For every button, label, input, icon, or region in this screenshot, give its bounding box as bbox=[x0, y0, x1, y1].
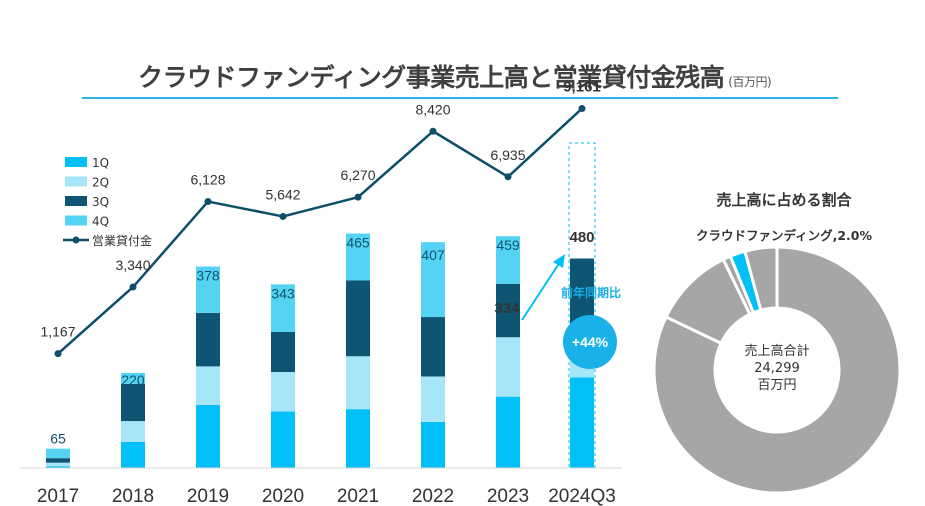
loan-value-label: 8,420 bbox=[415, 101, 450, 117]
yoy-annotation: 334 前年同期比 +44% bbox=[494, 254, 621, 369]
bar-2017-3Q bbox=[46, 458, 70, 463]
bar-total-label: 459 bbox=[496, 237, 520, 253]
loan-point bbox=[578, 105, 586, 113]
legend: 1Q 2Q 3Q 4Q 営業貸付金 bbox=[63, 156, 152, 248]
loan-line-layer bbox=[54, 105, 586, 358]
loan-point bbox=[504, 173, 512, 181]
loan-line bbox=[57, 107, 583, 355]
bar-2022-4Q bbox=[421, 242, 445, 318]
loan-point bbox=[54, 350, 62, 358]
bar-total-label: 465 bbox=[346, 235, 370, 251]
bar-2018-2Q bbox=[121, 421, 145, 442]
legend-swatch-1Q bbox=[65, 157, 87, 167]
yoy-badge bbox=[563, 315, 617, 369]
legend-label: 2Q bbox=[92, 176, 109, 190]
title-unit: (百万円) bbox=[728, 75, 772, 89]
bar-total-label: 343 bbox=[271, 285, 295, 301]
legend-swatch-3Q bbox=[65, 196, 87, 206]
title-underline bbox=[82, 97, 838, 99]
bar-2022-2Q bbox=[421, 376, 445, 422]
donut-slice-other bbox=[652, 245, 902, 495]
bar-2017-1Q bbox=[46, 466, 70, 468]
bar-2023-1Q bbox=[496, 396, 520, 468]
bar-2018-1Q bbox=[121, 441, 145, 468]
bar-2018-4Q bbox=[121, 372, 145, 384]
bar-2020-3Q bbox=[271, 331, 295, 373]
yoy-arrow-head bbox=[553, 254, 565, 268]
donut-center-label: 売上高合計 bbox=[744, 343, 809, 359]
bar-2019-1Q bbox=[196, 405, 220, 468]
loan-value-label: 9,161 bbox=[563, 79, 601, 96]
x-tick-label: 2019 bbox=[187, 486, 229, 506]
legend-label: 営業貸付金 bbox=[92, 233, 152, 248]
bar-2021-3Q bbox=[346, 280, 370, 357]
bar-2019-3Q bbox=[196, 312, 220, 367]
legend-swatch-4Q bbox=[65, 215, 87, 226]
bar-2021-1Q bbox=[346, 409, 370, 468]
yoy-label: 前年同期比 bbox=[561, 285, 621, 300]
bars-layer bbox=[46, 142, 596, 469]
x-tick-label: 2024Q3 bbox=[548, 486, 616, 506]
loan-point bbox=[354, 193, 362, 201]
bar-2023-3Q bbox=[496, 283, 520, 338]
loan-value-label: 6,270 bbox=[340, 167, 375, 183]
loan-point bbox=[429, 127, 437, 135]
legend-label: 4Q bbox=[92, 215, 109, 229]
bar-total-label: 480 bbox=[569, 229, 594, 246]
x-tick-label: 2020 bbox=[262, 486, 304, 506]
bar-2022-3Q bbox=[421, 317, 445, 377]
title-text: クラウドファンディング事業売上高と営業貸付金残高 bbox=[138, 63, 725, 92]
labels-layer: 2017 2018 2019 2020 2021 2022 2023 2024Q3 65 220 3… bbox=[37, 79, 616, 506]
yoy-badge-text: +44% bbox=[572, 334, 609, 350]
x-tick-label: 2022 bbox=[412, 486, 454, 506]
bar-2022-1Q bbox=[421, 421, 445, 468]
loan-value-label: 5,642 bbox=[265, 186, 300, 202]
bar-2019-2Q bbox=[196, 366, 220, 406]
bar-2020-2Q bbox=[271, 372, 295, 412]
loan-point bbox=[129, 283, 137, 291]
donut-center-label: 百万円 bbox=[757, 378, 796, 393]
prev-year-label: 334 bbox=[494, 300, 520, 317]
donut-title: 売上高に占める割合 bbox=[716, 191, 852, 209]
chart-title: クラウドファンディング事業売上高と営業貸付金残高 (百万円) bbox=[138, 58, 772, 94]
legend-label: 3Q bbox=[92, 195, 109, 209]
loan-value-label: 6,935 bbox=[490, 147, 525, 163]
legend-line-marker bbox=[72, 236, 80, 244]
x-tick-label: 2018 bbox=[112, 486, 154, 506]
x-tick-label: 2021 bbox=[337, 486, 379, 506]
bar-2023-4Q bbox=[496, 236, 520, 284]
bar-2017-4Q bbox=[46, 448, 70, 459]
bar-2019-4Q bbox=[196, 266, 220, 313]
bar-2021-2Q bbox=[346, 356, 370, 410]
bar-2020-4Q bbox=[271, 284, 295, 332]
bar-2020-1Q bbox=[271, 411, 295, 468]
bar-2018-3Q bbox=[121, 383, 145, 422]
loan-value-label: 3,340 bbox=[115, 257, 150, 273]
bar-total-label: 378 bbox=[196, 268, 220, 284]
loan-point bbox=[279, 212, 287, 220]
legend-swatch-2Q bbox=[65, 176, 87, 187]
bar-2017-2Q bbox=[46, 462, 70, 467]
x-tick-label: 2023 bbox=[487, 486, 529, 506]
bar-2023-2Q bbox=[496, 337, 520, 397]
bar-total-label: 220 bbox=[121, 372, 145, 388]
donut-slice-other bbox=[743, 245, 779, 312]
forecast-outline bbox=[568, 142, 596, 469]
yoy-arrow bbox=[521, 261, 561, 321]
loan-value-label: 1,167 bbox=[40, 324, 75, 340]
donut-highlight-label: クラウドファンディング,2.0% bbox=[696, 228, 873, 243]
bar-total-label: 407 bbox=[421, 247, 445, 263]
x-tick-label: 2017 bbox=[37, 486, 79, 506]
bar-2021-4Q bbox=[346, 233, 370, 281]
loan-value-label: 6,128 bbox=[190, 172, 225, 188]
loan-point bbox=[204, 198, 212, 206]
legend-label: 1Q bbox=[92, 156, 109, 170]
bar-2024Q3-1Q bbox=[570, 377, 594, 468]
donut-center-label: 24,299 bbox=[754, 361, 800, 376]
bar-total-label: 65 bbox=[50, 431, 66, 447]
